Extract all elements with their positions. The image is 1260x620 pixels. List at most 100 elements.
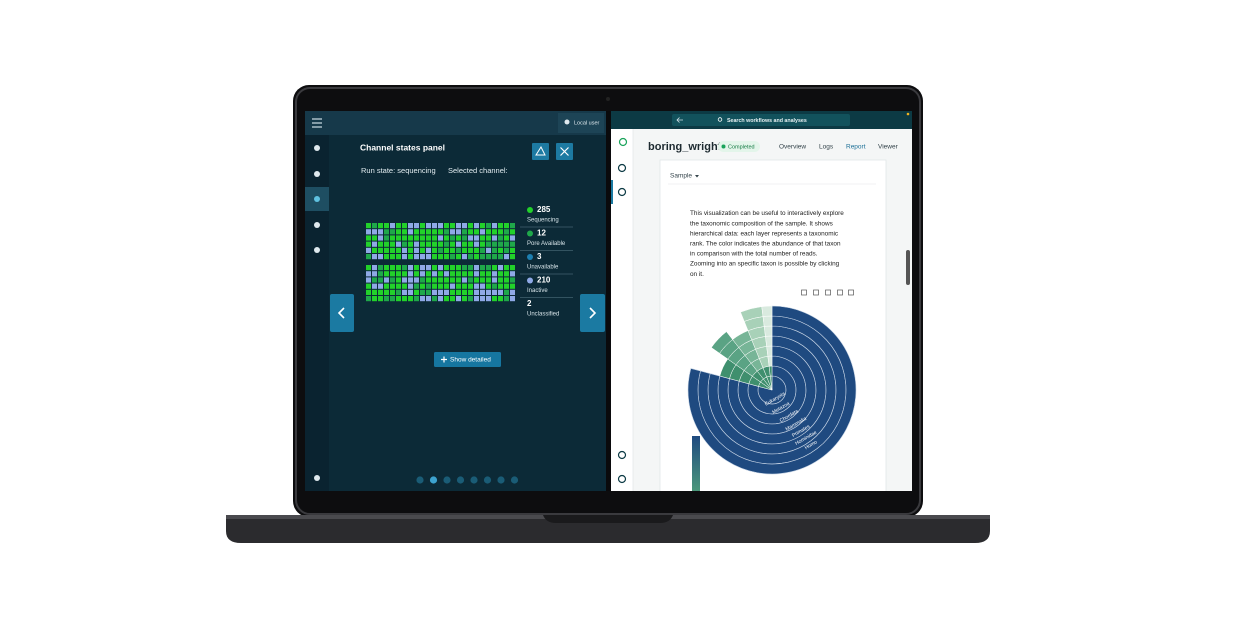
channel-cell [510,283,515,289]
channel-cell [504,254,509,260]
channel-cell [426,247,431,253]
edit-button[interactable] [532,143,549,160]
tab[interactable]: Viewer [878,144,899,151]
sidebar-icon[interactable] [314,222,320,228]
sidebar-icon[interactable] [314,475,320,481]
sunburst-segment[interactable] [687,305,857,475]
channel-cell [486,277,491,283]
channel-cell [438,271,443,277]
search-box[interactable] [672,114,850,126]
channel-cell [462,265,467,271]
description-line: in comparison with the total number of r… [690,251,818,258]
sunburst-segment[interactable] [766,345,773,357]
channel-cell [384,271,389,277]
page-dot[interactable] [456,476,465,484]
channel-cell [492,271,497,277]
channel-cell [456,241,461,247]
channel-cell [390,289,395,295]
page-dot[interactable] [429,476,438,484]
channel-cell [372,229,377,235]
page-dot[interactable] [416,476,424,484]
rail-icon[interactable] [617,163,627,173]
sidebar-icon[interactable] [314,247,320,253]
channel-cell [426,254,431,260]
next-button[interactable] [580,294,605,332]
sidebar-icon[interactable] [314,196,320,202]
tab[interactable]: Overview [779,144,806,151]
page-dot[interactable] [510,476,519,484]
channel-cell [438,254,443,260]
channel-cell [504,265,509,271]
sunburst-segment[interactable] [763,325,773,337]
sunburst-segment[interactable] [765,335,773,347]
channel-cell [486,254,491,260]
channel-cell [408,289,413,295]
legend-label: Unavailable [527,265,559,271]
page-dot[interactable] [483,476,492,484]
channel-cell [456,229,461,235]
user-area[interactable] [558,113,604,133]
channel-cell [480,247,485,253]
sunburst-segment[interactable] [761,305,773,317]
channel-cell [504,283,509,289]
channel-cell [396,265,401,271]
prev-button[interactable] [330,294,354,332]
channel-cell [426,241,431,247]
channel-cell [408,277,413,283]
channel-cell [444,277,449,283]
channel-cell [480,223,485,229]
channel-cell [438,247,443,253]
run-name: boring_wright [648,141,722,153]
toolbar-icon[interactable] [801,289,807,296]
channel-cell [384,223,389,229]
channel-cell [408,229,413,235]
rail-icon[interactable] [618,137,628,147]
channel-cell [420,229,425,235]
toolbar-icon[interactable] [825,289,831,296]
channel-cell [426,283,431,289]
channel-cell [486,223,491,229]
channel-cell [372,223,377,229]
channel-cell [414,277,419,283]
channel-cell [384,283,389,289]
channel-cell [468,296,473,302]
sunburst-segment[interactable] [762,315,773,327]
sunburst-label: Homo [804,439,819,451]
sidebar-icon[interactable] [314,171,320,177]
channel-cell [378,235,383,241]
channel-cell [402,247,407,253]
toolbar-icon[interactable] [837,289,843,296]
channel-cell [438,296,443,302]
sidebar-icon[interactable] [314,145,320,151]
page-dot[interactable] [443,476,451,484]
channel-cell [492,241,497,247]
channel-cell [474,283,479,289]
channel-cell [492,289,497,295]
scrollbar-thumb[interactable] [906,250,910,285]
show-detailed-button[interactable] [434,352,501,367]
toolbar-icon[interactable] [848,289,854,296]
channel-cell [396,271,401,277]
rail-icon[interactable] [617,187,627,197]
channel-cell [384,296,389,302]
user-name: Local user [574,120,600,126]
tab[interactable]: Report [846,144,866,151]
channel-cell [408,254,413,260]
laptop-base [226,515,990,543]
sample-dropdown[interactable]: Sample [670,173,692,180]
channel-cell [486,296,491,302]
channel-cell [390,235,395,241]
toolbar-icon[interactable] [813,289,819,296]
channel-cell [480,241,485,247]
rail-icon[interactable] [617,450,627,460]
channel-cell [402,254,407,260]
legend-label: Inactive [527,288,548,294]
page-dot[interactable] [470,476,478,484]
legend-dot [527,230,533,237]
page-dot[interactable] [497,476,505,484]
channel-cell [372,289,377,295]
channel-cell [366,254,371,260]
rail-icon[interactable] [617,474,627,484]
tab[interactable]: Logs [819,144,834,151]
description-line: hierarchical data: each layer represents… [690,230,839,237]
